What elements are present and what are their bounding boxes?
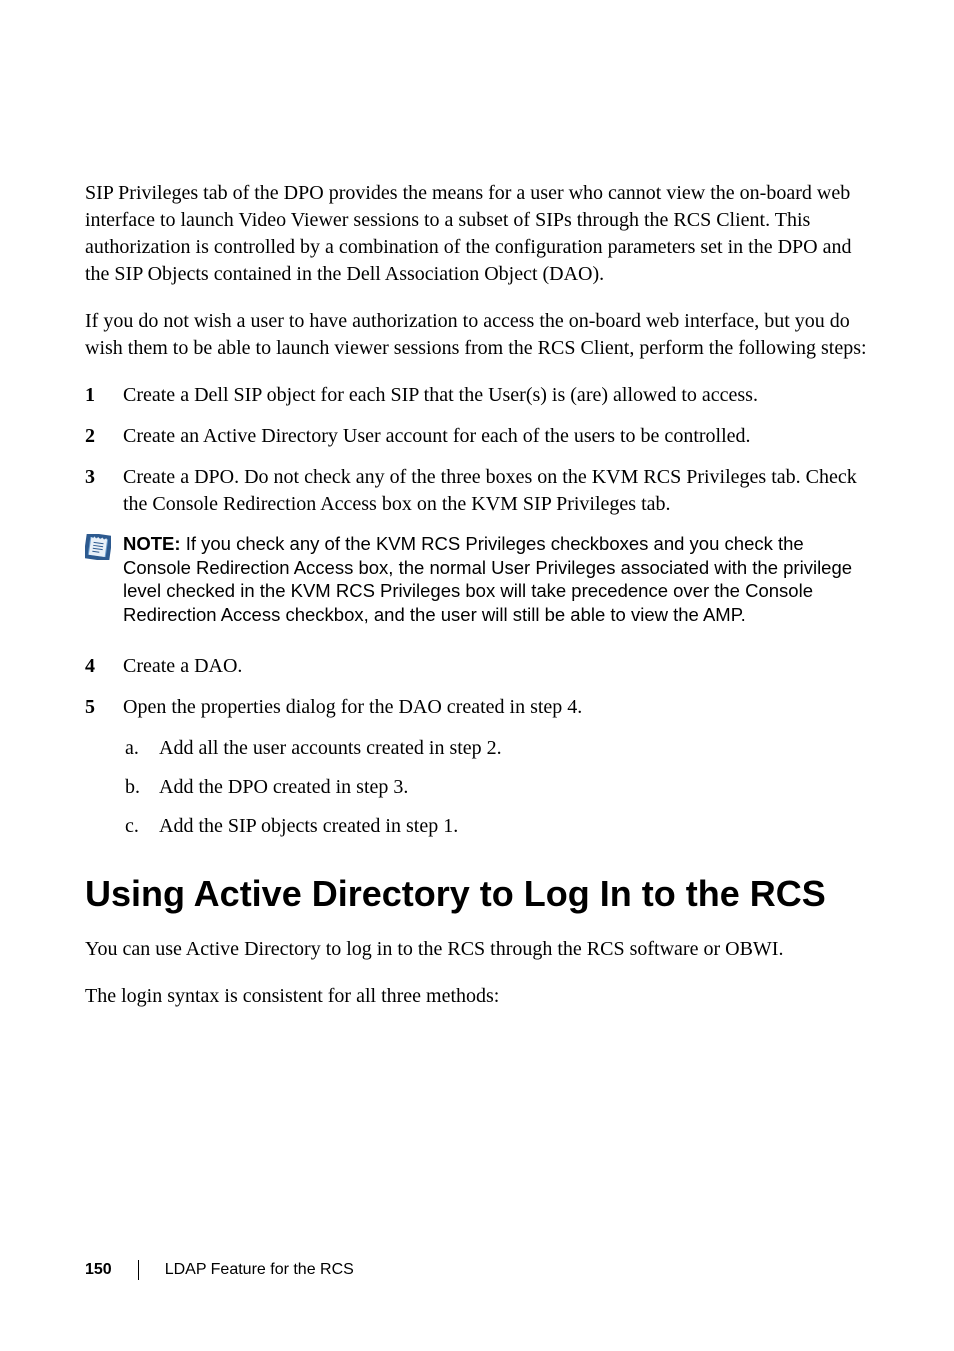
note-label: NOTE:	[123, 533, 186, 554]
note-content: If you check any of the KVM RCS Privileg…	[123, 533, 852, 625]
step-body: Open the properties dialog for the DAO c…	[123, 694, 869, 721]
substep-letter: c.	[125, 813, 159, 840]
substep-a: a. Add all the user accounts created in …	[125, 735, 869, 762]
substep-letter: b.	[125, 774, 159, 801]
substep-b: b. Add the DPO created in step 3.	[125, 774, 869, 801]
substep-body: Add all the user accounts created in ste…	[159, 735, 869, 762]
note-block: NOTE: If you check any of the KVM RCS Pr…	[85, 532, 869, 627]
substep-body: Add the DPO created in step 3.	[159, 774, 869, 801]
chapter-title: LDAP Feature for the RCS	[165, 1259, 354, 1281]
note-icon	[85, 532, 123, 568]
step-body: Create a DAO.	[123, 653, 869, 680]
footer-divider	[138, 1260, 139, 1280]
step-number: 1	[85, 382, 123, 409]
substep-body: Add the SIP objects created in step 1.	[159, 813, 869, 840]
substep-c: c. Add the SIP objects created in step 1…	[125, 813, 869, 840]
note-text: NOTE: If you check any of the KVM RCS Pr…	[123, 532, 869, 627]
page-footer: 150 LDAP Feature for the RCS	[85, 1259, 354, 1281]
intro-paragraph-1: SIP Privileges tab of the DPO provides t…	[85, 180, 869, 288]
section-followup-paragraph: The login syntax is consistent for all t…	[85, 983, 869, 1010]
step-1: 1 Create a Dell SIP object for each SIP …	[85, 382, 869, 409]
step-body: Create an Active Directory User account …	[123, 423, 869, 450]
step-number: 3	[85, 464, 123, 491]
section-heading: Using Active Directory to Log In to the …	[85, 870, 869, 919]
step-number: 4	[85, 653, 123, 680]
section-intro-paragraph: You can use Active Directory to log in t…	[85, 936, 869, 963]
step-5: 5 Open the properties dialog for the DAO…	[85, 694, 869, 721]
page-number: 150	[85, 1259, 112, 1281]
step-2: 2 Create an Active Directory User accoun…	[85, 423, 869, 450]
step-4: 4 Create a DAO.	[85, 653, 869, 680]
step-number: 2	[85, 423, 123, 450]
step-body: Create a DPO. Do not check any of the th…	[123, 464, 869, 518]
step-3: 3 Create a DPO. Do not check any of the …	[85, 464, 869, 518]
step-number: 5	[85, 694, 123, 721]
step-body: Create a Dell SIP object for each SIP th…	[123, 382, 869, 409]
substep-letter: a.	[125, 735, 159, 762]
intro-paragraph-2: If you do not wish a user to have author…	[85, 308, 869, 362]
